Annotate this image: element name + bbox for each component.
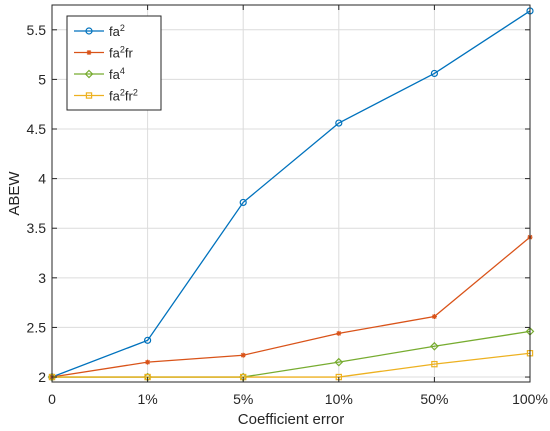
data-point <box>431 314 437 320</box>
legend-marker <box>85 27 93 35</box>
y-tick-label: 4 <box>38 171 46 187</box>
y-tick-label: 3 <box>38 270 46 286</box>
legend-label: fa4 <box>109 66 125 82</box>
legend-item: fa4 <box>74 66 125 82</box>
y-tick-label: 2 <box>38 369 46 385</box>
x-tick-label: 0 <box>48 391 56 407</box>
legend-item: fa2fr <box>74 45 133 61</box>
legend-label: fa2fr2 <box>109 88 138 104</box>
x-tick-labels: 0 1% 5% 10% 50% 100% <box>48 391 548 407</box>
legend-label: fa2fr <box>109 45 133 61</box>
legend-marker <box>84 69 94 79</box>
data-point <box>430 341 439 351</box>
data-point <box>336 330 342 336</box>
data-point <box>334 357 344 367</box>
plot-frame <box>51 4 531 383</box>
data-point <box>144 336 152 344</box>
series-4 <box>48 350 534 381</box>
data-point <box>239 198 247 207</box>
series-line <box>51 236 531 378</box>
legend-marker <box>85 92 93 99</box>
series-3 <box>47 327 535 382</box>
x-tick-label: 50% <box>420 391 448 407</box>
series-line <box>52 330 531 378</box>
x-tick-label: 5% <box>233 391 253 407</box>
y-tick-label: 5.5 <box>27 22 47 38</box>
y-axis-title: ABEW <box>6 171 23 216</box>
data-point <box>240 352 246 358</box>
y-tick-labels: 2 2.5 3 3.5 4 4.5 5 5.5 <box>27 22 47 385</box>
y-tick-label: 5 <box>38 71 46 87</box>
series-line <box>52 352 531 378</box>
legend-item: fa2fr2 <box>74 88 138 104</box>
x-tick-label: 100% <box>512 391 548 407</box>
series-2 <box>49 234 533 380</box>
legend-marker <box>86 50 92 55</box>
series-line <box>51 10 531 378</box>
data-point <box>145 359 151 365</box>
data-point <box>335 119 343 127</box>
data-point <box>430 69 438 78</box>
legend-item: fa2 <box>74 23 125 39</box>
legend-box <box>66 15 162 111</box>
legend-label: fa2 <box>109 23 125 39</box>
x-axis-title: Coefficient error <box>238 411 344 428</box>
y-tick-label: 2.5 <box>27 319 47 335</box>
x-tick-label: 1% <box>137 391 157 407</box>
legend: fa2 fa2fr fa4 fa2fr2 <box>66 15 162 111</box>
data-point <box>431 360 438 368</box>
tick-marks <box>51 5 531 382</box>
x-tick-label: 10% <box>325 391 353 407</box>
y-tick-label: 4.5 <box>27 121 47 137</box>
y-tick-label: 3.5 <box>27 220 47 236</box>
